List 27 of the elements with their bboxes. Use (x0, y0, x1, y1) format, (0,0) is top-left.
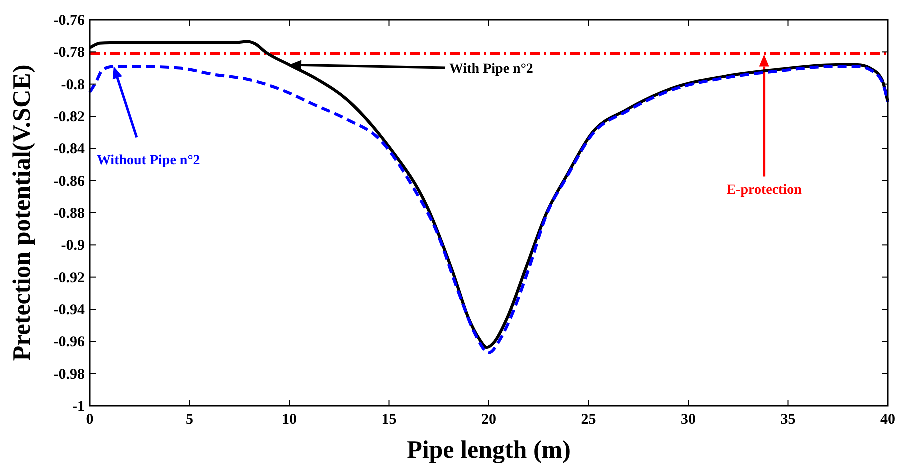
text: With Pipe n°2 (450, 62, 534, 78)
x-tick-label: 20 (482, 412, 496, 428)
y-tick-label: -0.76 (54, 13, 86, 29)
x-axis-title: Pipe length (m) (407, 437, 571, 464)
y-tick-label: -0.94 (54, 302, 86, 318)
text: Without Pipe n°2 (96, 154, 200, 169)
y-tick-label: -0.92 (54, 270, 85, 286)
y-tick-label: -0.9 (61, 238, 85, 254)
y-tick-label: -0.96 (54, 334, 86, 351)
x-tick-label: 0 (86, 412, 94, 428)
y-tick-label: -0.88 (54, 206, 85, 222)
y-tick-label: -1 (72, 399, 85, 415)
ref-line-label: E-protection (726, 182, 802, 198)
x-tick-label: 5 (186, 412, 194, 428)
y-tick-label: -0.82 (54, 110, 85, 126)
x-tick-label: 15 (382, 412, 397, 428)
x-tick-label: 40 (880, 412, 896, 428)
y-tick-label: -0.8 (61, 77, 85, 94)
y-tick-label: -0.86 (54, 174, 86, 190)
x-tick-label: 25 (581, 412, 596, 428)
y-axis-title: Pretection potential(V.SCE) (9, 64, 36, 362)
x-tick-label: 10 (282, 412, 297, 428)
x-tick-label: 35 (780, 412, 796, 428)
y-tick-label: -0.84 (54, 142, 86, 158)
y-tick-label: -0.78 (54, 45, 85, 62)
y-tick-label: -0.98 (54, 366, 85, 383)
x-tick-label: 30 (681, 412, 696, 428)
